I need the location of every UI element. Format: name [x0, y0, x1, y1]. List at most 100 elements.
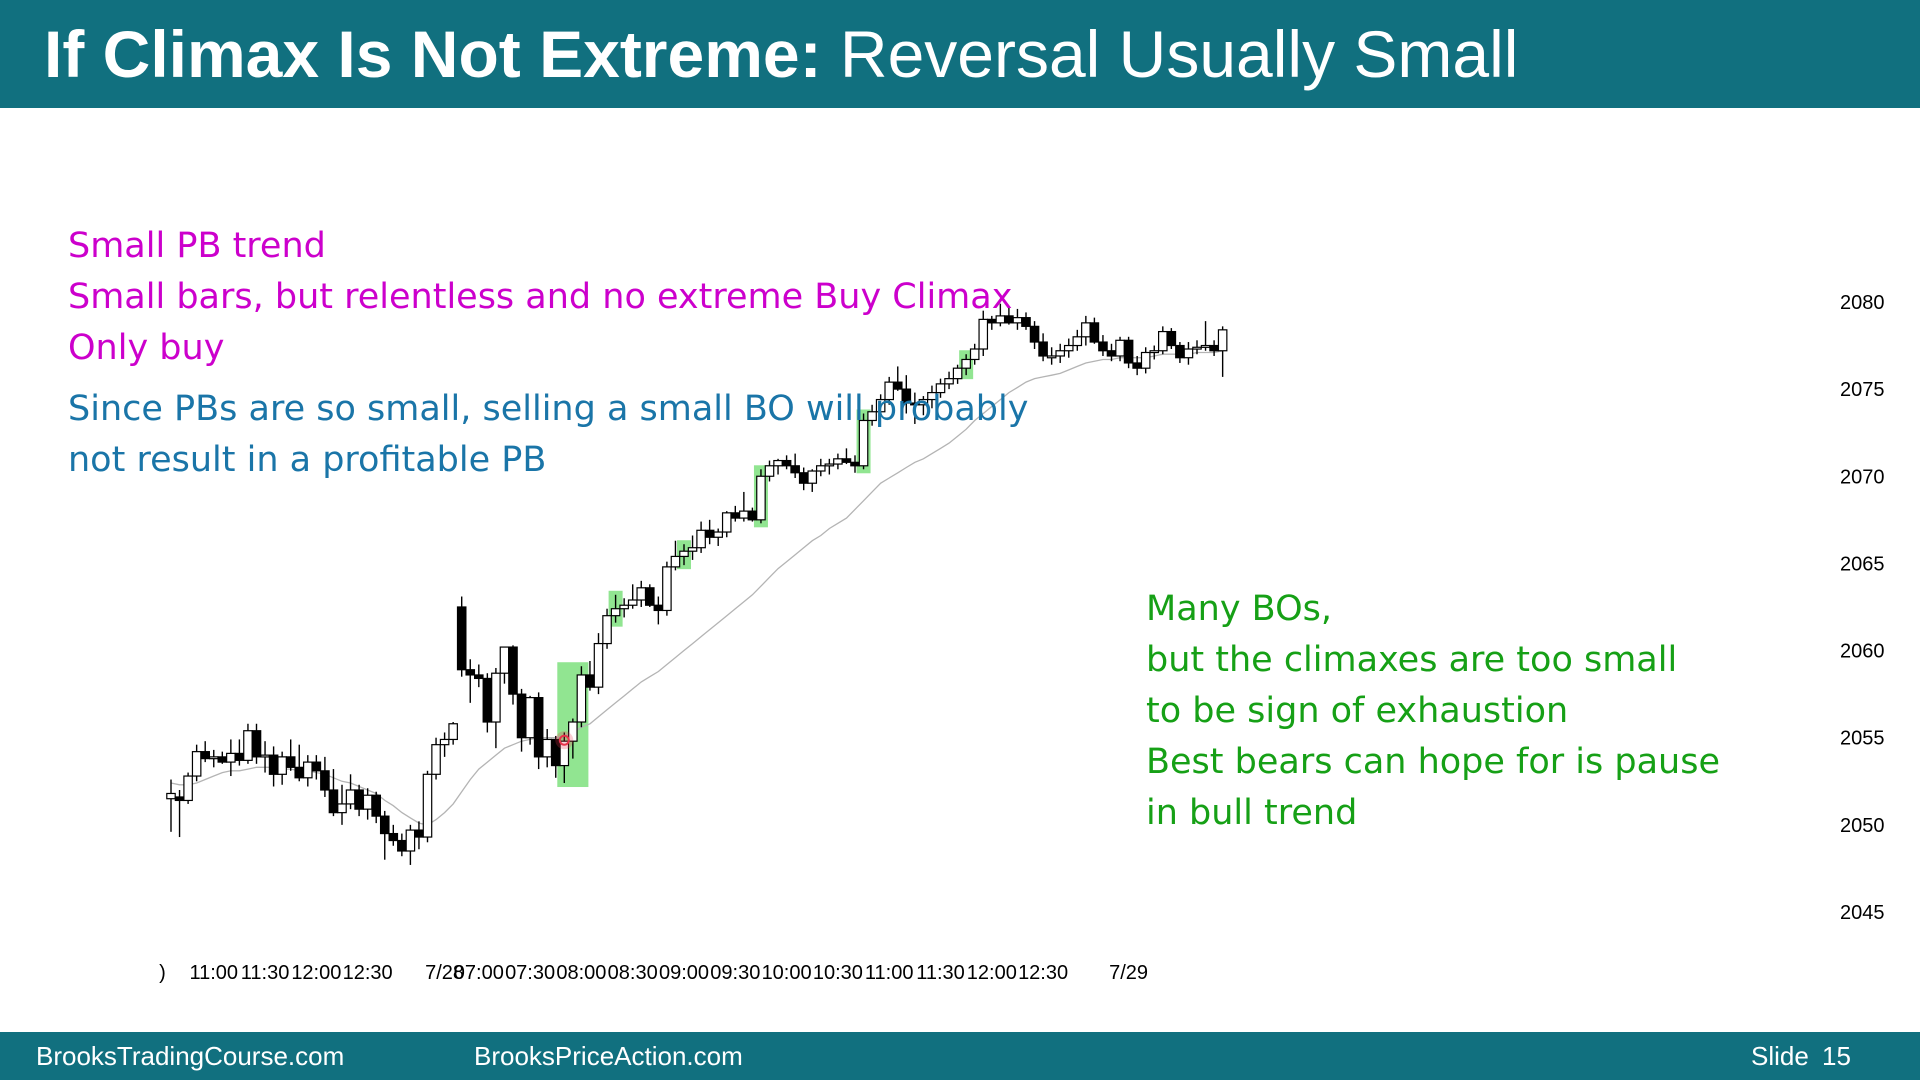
x-tick-label: 11:00 [189, 962, 238, 984]
candle-body [251, 730, 262, 758]
candle-body [824, 463, 835, 467]
candle-114 [1132, 355, 1142, 376]
candle-body [679, 550, 689, 558]
candle-body [379, 815, 390, 835]
x-tick-label: 09:30 [710, 962, 760, 984]
candle-body [721, 512, 732, 533]
candle-56 [636, 580, 647, 607]
candle-31 [422, 770, 433, 843]
candle-102 [1029, 321, 1040, 350]
candle-95 [969, 343, 980, 365]
candle-body [491, 672, 501, 723]
candle-60 [670, 540, 681, 571]
candle-body [320, 770, 330, 791]
candle-body [525, 697, 535, 739]
candle-body [867, 411, 877, 422]
candle-9 [234, 739, 245, 766]
candle-body [790, 465, 800, 474]
candle-body [277, 756, 287, 775]
candle-22 [345, 774, 356, 810]
candle-body [542, 738, 552, 758]
candle-51 [593, 633, 604, 695]
candle-100 [1012, 308, 1023, 330]
x-tick-label: 7/29 [1109, 962, 1148, 984]
candle-124 [1217, 326, 1228, 377]
candle-119 [1175, 342, 1185, 363]
candle-body [1123, 339, 1134, 364]
candle-93 [952, 364, 963, 384]
candle-107 [1072, 329, 1083, 351]
candle-body [593, 642, 604, 688]
y-tick-label: 2070 [1840, 466, 1885, 488]
candle-57 [644, 584, 655, 607]
candle-body [508, 646, 518, 695]
x-tick-label: 11:00 [865, 962, 914, 984]
candle-66 [721, 511, 732, 538]
candle-body [1175, 344, 1185, 359]
candle-body [841, 458, 852, 463]
candle-39 [491, 667, 501, 749]
x-tick-label: 11:30 [916, 962, 965, 984]
candle-80 [841, 448, 852, 465]
candle-body [764, 465, 775, 477]
candle-body [858, 419, 869, 467]
candle-body [516, 693, 527, 739]
candle-body [935, 383, 946, 394]
candle-body [388, 832, 399, 842]
candle-15 [285, 739, 296, 771]
candle-76 [807, 469, 818, 492]
candle-body [1029, 325, 1040, 343]
candle-84 [875, 394, 886, 416]
footer-slide-number: 15 [1822, 1041, 1851, 1071]
x-tick-label: 10:00 [762, 962, 812, 984]
x-tick-label: 09:00 [659, 962, 709, 984]
footer-brooks-trading-course[interactable]: BrooksTradingCourse.com [36, 1041, 345, 1071]
candle-body [422, 773, 433, 838]
candle-body [1055, 350, 1065, 357]
x-tick-label: 7/28 [425, 962, 464, 984]
candle-17 [303, 755, 313, 787]
footer-brooks-price-action[interactable]: BrooksPriceAction.com [474, 1041, 743, 1071]
title-bar: If Climax Is Not Extreme: Reversal Usual… [0, 0, 1920, 108]
footer-slide-label: Slide [1751, 1041, 1809, 1071]
candle-body [191, 751, 202, 777]
candle-26 [379, 810, 390, 860]
candle-body [208, 756, 219, 760]
candle-32 [431, 737, 441, 780]
candle-body [243, 730, 253, 761]
candle-5 [200, 741, 210, 763]
candle-73 [781, 455, 792, 470]
candle-71 [764, 460, 775, 482]
y-tick-label: 2080 [1840, 292, 1885, 314]
candle-body [397, 839, 407, 852]
candle-37 [474, 664, 484, 688]
candle-body [174, 796, 185, 802]
candle-body [576, 674, 587, 723]
candle-43 [525, 695, 535, 745]
x-tick-label: 07:30 [505, 962, 555, 984]
candle-104 [1046, 347, 1057, 365]
candle-103 [1038, 333, 1048, 362]
candle-body [260, 754, 270, 758]
candle-14 [277, 751, 287, 785]
candle-64 [704, 519, 715, 545]
candle-body [354, 789, 364, 810]
candle-body [884, 381, 894, 401]
candle-2 [174, 789, 185, 838]
note-green-line-2: but the climaxes are too small [1146, 640, 1678, 680]
note-green-line-3: to be sign of exhaustion [1146, 691, 1569, 731]
candle-61 [679, 544, 689, 566]
notes-blue: Since PBs are so small, selling a small … [68, 384, 1028, 486]
slide-title-rest: Reversal Usually Small [839, 17, 1519, 91]
candle-3 [183, 772, 193, 804]
candle-116 [1149, 345, 1160, 360]
candle-110 [1098, 335, 1108, 356]
candle-77 [815, 458, 826, 477]
candle-body [1098, 341, 1108, 352]
candle-body [328, 789, 339, 814]
candle-74 [790, 453, 800, 478]
candle-85 [884, 376, 894, 405]
candle-body [311, 761, 322, 772]
marker-glow [555, 731, 574, 750]
candle-body [969, 348, 980, 361]
